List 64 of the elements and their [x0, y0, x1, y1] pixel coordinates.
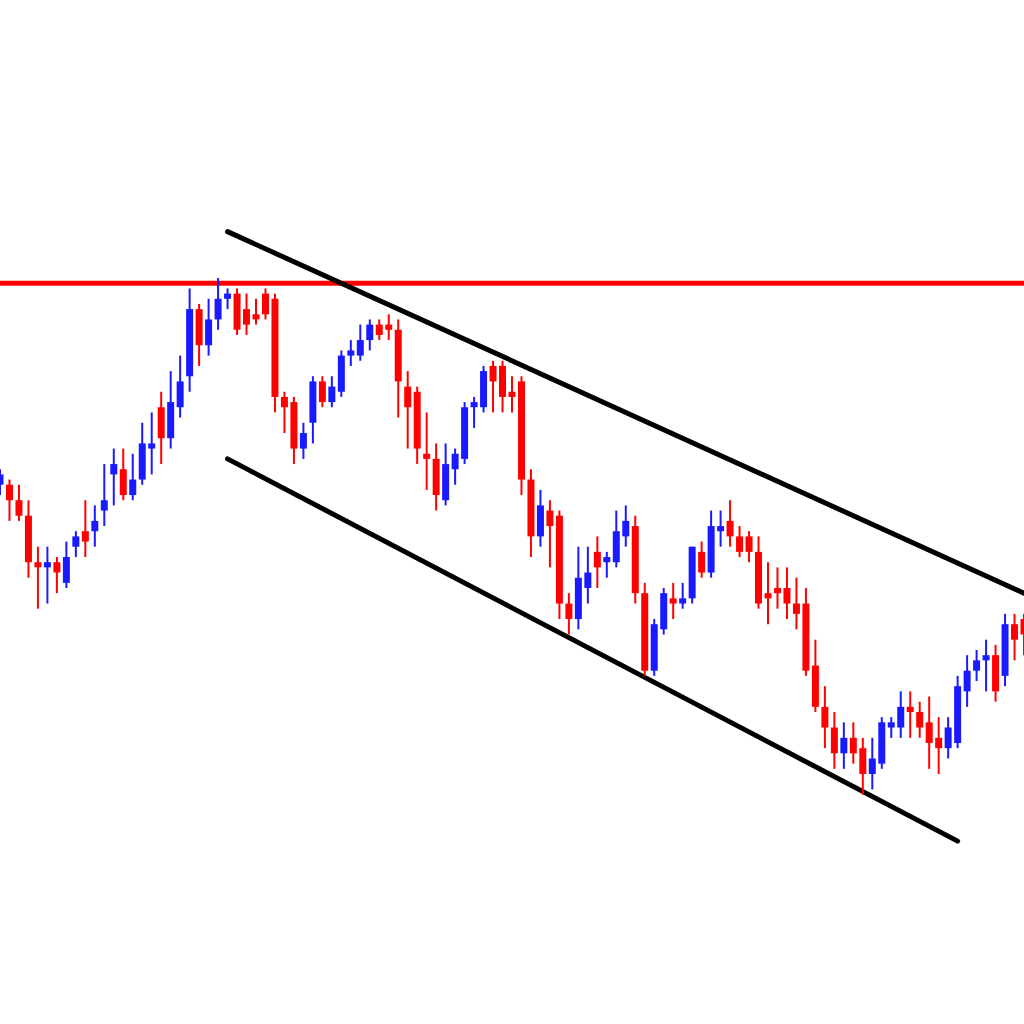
candlestick — [423, 411, 431, 491]
candlestick — [347, 339, 355, 367]
candlestick — [868, 736, 876, 791]
candlestick — [764, 561, 772, 626]
candlestick — [366, 318, 374, 352]
candlestick — [53, 556, 61, 595]
candlestick — [973, 649, 981, 683]
candlestick — [745, 530, 753, 564]
candlestick — [906, 690, 914, 739]
candlestick — [252, 297, 260, 326]
candlestick — [214, 277, 222, 331]
candlestick — [34, 545, 42, 610]
candlestick — [783, 566, 791, 621]
candlestick — [593, 535, 601, 590]
candlestick — [5, 478, 13, 522]
candlestick — [299, 421, 307, 460]
candlestick — [821, 685, 829, 750]
candlestick — [584, 545, 592, 605]
candlestick — [328, 375, 336, 409]
candlestick — [622, 504, 630, 548]
candlestick — [897, 690, 905, 739]
candlestick — [603, 550, 611, 579]
candlestick — [849, 721, 857, 765]
candlestick — [280, 390, 288, 435]
candlestick — [318, 375, 326, 409]
candlestick — [982, 638, 990, 693]
candlestick — [508, 375, 516, 414]
candlestick — [385, 313, 393, 342]
candlestick — [43, 545, 51, 605]
candlestick — [792, 576, 800, 631]
candlestick — [81, 499, 89, 559]
candlestick — [679, 581, 687, 610]
candlestick — [489, 359, 497, 414]
candlestick — [91, 504, 99, 548]
candlestick — [110, 447, 118, 507]
candlestick — [726, 499, 734, 548]
candlestick — [717, 509, 725, 548]
candlestick — [669, 581, 677, 621]
candlestick — [100, 463, 108, 528]
candlestick — [565, 592, 573, 636]
candlestick — [944, 716, 952, 760]
candlestick — [451, 447, 459, 486]
candlestick — [963, 654, 971, 708]
candlestick — [698, 540, 706, 579]
candlestick — [840, 721, 848, 770]
candlestick — [375, 318, 383, 342]
candlestick — [15, 483, 23, 522]
candlestick — [935, 716, 943, 775]
candlestick — [925, 695, 933, 770]
candlestick — [887, 716, 895, 739]
candlestick — [148, 411, 156, 476]
candlestick — [773, 566, 781, 610]
candlestick — [261, 287, 269, 321]
candlestick — [243, 292, 251, 336]
candlestick — [546, 499, 554, 569]
candlestick — [470, 395, 478, 429]
candlestick — [916, 700, 924, 739]
candlestick — [129, 452, 137, 502]
candlestick — [736, 525, 744, 559]
candlestick — [1011, 612, 1019, 662]
candlestick — [404, 370, 412, 450]
candlestick — [224, 287, 232, 311]
candlestick — [356, 323, 364, 362]
candlestick — [72, 530, 80, 559]
